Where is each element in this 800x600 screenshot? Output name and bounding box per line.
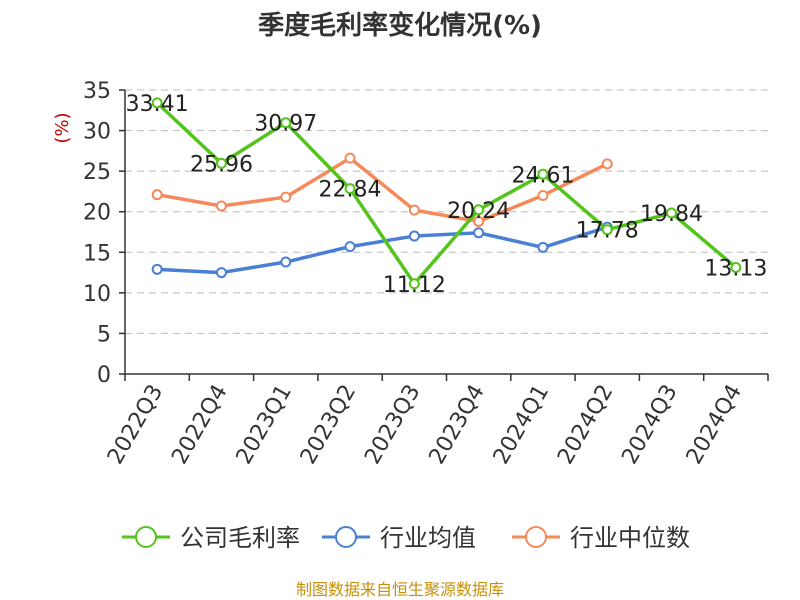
y-tick-label: 0 — [97, 363, 111, 388]
data-label: 24.61 — [511, 163, 574, 188]
data-point[interactable] — [151, 263, 163, 275]
data-point[interactable] — [215, 200, 227, 212]
data-point[interactable] — [601, 158, 613, 170]
chart-title: 季度毛利率变化情况(%) — [258, 10, 542, 41]
data-point[interactable] — [280, 191, 292, 203]
x-tick-label: 2022Q4 — [167, 381, 232, 469]
data-point[interactable] — [280, 117, 292, 129]
data-point[interactable] — [408, 230, 420, 242]
legend-marker — [135, 526, 157, 548]
data-point[interactable] — [280, 256, 292, 268]
y-axis-label: (%) — [52, 112, 73, 143]
x-tick-label: 2024Q1 — [489, 381, 554, 469]
data-point[interactable] — [537, 241, 549, 253]
data-label: 20.24 — [447, 199, 510, 224]
y-tick-label: 20 — [83, 201, 111, 226]
legend-marker — [525, 526, 547, 548]
legend-label: 行业中位数 — [570, 524, 690, 552]
legend-marker — [335, 526, 357, 548]
data-label: 19.84 — [640, 202, 703, 227]
data-label: 25.96 — [190, 152, 253, 177]
data-point[interactable] — [215, 267, 227, 279]
series-line — [155, 101, 737, 286]
data-point[interactable] — [730, 261, 742, 273]
data-point[interactable] — [537, 168, 549, 180]
data-point[interactable] — [408, 204, 420, 216]
data-point[interactable] — [473, 204, 485, 216]
x-tick-label: 2022Q3 — [103, 381, 168, 469]
legend-item[interactable]: 行业均值 — [322, 524, 476, 552]
data-point[interactable] — [215, 157, 227, 169]
x-tick-label: 2023Q3 — [360, 381, 425, 469]
data-label: 13.13 — [704, 256, 767, 281]
data-point[interactable] — [408, 278, 420, 290]
legend-item[interactable]: 公司毛利率 — [122, 524, 300, 552]
legend-label: 行业均值 — [380, 524, 476, 552]
data-point[interactable] — [151, 97, 163, 109]
data-label: 17.78 — [576, 219, 639, 244]
data-label: 22.84 — [319, 178, 382, 203]
data-point[interactable] — [473, 227, 485, 239]
data-point[interactable] — [601, 224, 613, 236]
data-label: 11.12 — [383, 273, 446, 298]
y-tick-label: 35 — [83, 79, 111, 104]
data-point[interactable] — [473, 215, 485, 227]
series-line — [157, 225, 608, 275]
legend-label: 公司毛利率 — [180, 524, 300, 552]
data-point[interactable] — [344, 152, 356, 164]
legend-item[interactable]: 行业中位数 — [512, 524, 690, 552]
y-tick-label: 30 — [83, 120, 111, 145]
y-tick-label: 5 — [97, 322, 111, 347]
x-tick-label: 2024Q4 — [682, 381, 747, 469]
source-note: 制图数据来自恒生聚源数据库 — [296, 580, 504, 599]
data-point[interactable] — [151, 189, 163, 201]
data-point[interactable] — [537, 189, 549, 201]
data-label: 33.41 — [126, 92, 189, 117]
x-tick-label: 2023Q2 — [296, 381, 361, 469]
data-point[interactable] — [344, 183, 356, 195]
series-line — [156, 156, 609, 224]
data-point[interactable] — [344, 241, 356, 253]
y-tick-label: 15 — [83, 241, 111, 266]
data-label: 30.97 — [254, 112, 317, 137]
x-tick-label: 2024Q3 — [617, 381, 682, 469]
x-tick-label: 2024Q2 — [553, 381, 618, 469]
y-tick-label: 25 — [83, 160, 111, 185]
x-tick-label: 2023Q4 — [425, 381, 490, 469]
data-point[interactable] — [666, 207, 678, 219]
x-tick-label: 2023Q1 — [232, 381, 297, 469]
y-tick-label: 10 — [83, 282, 111, 307]
